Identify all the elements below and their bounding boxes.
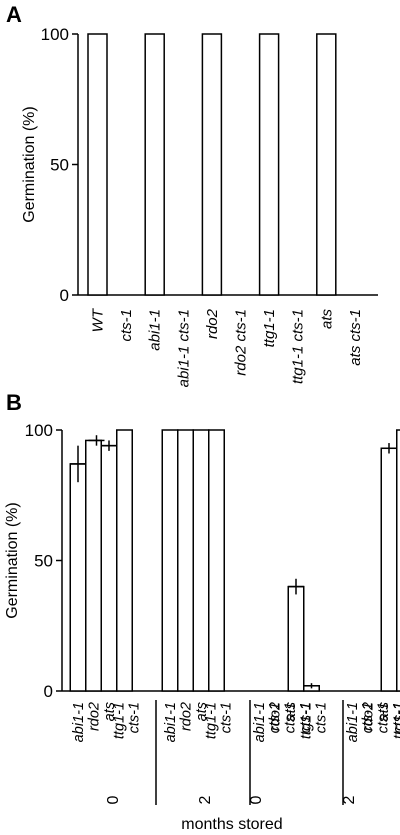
panel-b-y-tick-label: 0: [44, 682, 53, 701]
panel-b-group-label: 2: [197, 795, 214, 804]
panel-a-x-tick-label: ttg1-1 cts-1: [290, 309, 307, 384]
panel-b-x-tick-label: cts-1: [360, 702, 376, 733]
panel-b-x-tick-label: ats: [102, 702, 118, 721]
panel-b-x-tick-label: cts-1: [391, 702, 400, 733]
panel-a-x-tick-label: ats: [318, 309, 335, 330]
panel-b-group-label: 0: [105, 795, 122, 804]
panel-a-bar: [201, 33, 223, 296]
panel-b-bar: [100, 444, 118, 692]
panel-b-x-tick-label: ats: [376, 702, 392, 721]
panel-b-bar: [177, 429, 194, 692]
panel-b-bar: [85, 439, 102, 692]
panel-b-x-tick-label: ttg1-1: [112, 702, 128, 739]
panel-b-x-tick-label: cts-1: [127, 702, 143, 733]
panel-a-bar: [258, 33, 280, 296]
panel-b-x-tick-label: cts-1: [298, 702, 314, 733]
panel-b-x-axis-title: months stored: [181, 816, 282, 833]
panel-a-y-tick-label: 0: [60, 286, 69, 305]
panel-b-group-label: 0: [248, 795, 265, 804]
panel-a-x-tick-label: cts-1: [118, 309, 135, 342]
panel-b-x-tick-label: cts-1: [376, 702, 392, 733]
panel-a-bar: [144, 33, 165, 296]
panel-b-x-tick-label: rdo2: [87, 702, 103, 731]
panel-b-bar: [396, 429, 400, 692]
panel-b-y-tick-label: 100: [25, 421, 53, 440]
panel-b-bar: [380, 447, 398, 692]
panel-a-bar: [316, 33, 337, 296]
panel-b-bar: [116, 429, 133, 692]
panel-b-x-tick-label: ats: [283, 702, 299, 721]
panel-a-y-axis-title: Germination (%): [21, 106, 38, 222]
panel-b-x-tick-label: rdo2: [361, 702, 377, 731]
panel-b-x-tick-label: cts-1: [283, 702, 299, 733]
panel-a-x-tick-label: rdo2: [204, 308, 221, 339]
panel-a-x-tick-label: abi1-1: [147, 309, 164, 351]
panel-b-x-tick-label: abi1-1: [163, 702, 179, 742]
panel-b-bar: [161, 429, 179, 692]
panel-a-letter: A: [6, 2, 22, 27]
panel-a-y-tick-label: 100: [41, 25, 69, 44]
panel-b-y-axis-title: Germination (%): [4, 502, 21, 618]
panel-b-x-tick-label: abi1-1: [252, 702, 268, 742]
panel-a-x-tick-label: rdo2 cts-1: [233, 309, 250, 376]
panel-b-x-tick-label: abi1-1: [71, 702, 87, 742]
panel-b-x-tick-label: cts-1: [267, 702, 283, 733]
panel-b-group-label: 2: [341, 795, 358, 804]
panel-b-bar: [69, 463, 87, 692]
panel-a: A 0 50 100 Germination (%) WT cts-1 abi1-1 abi1-…: [6, 2, 378, 387]
panel-a-x-tick-label: WT: [90, 307, 107, 332]
panel-b-x-tick-label: ats: [194, 702, 210, 721]
panel-a-y-tick-label: 50: [50, 156, 69, 175]
panel-a-bar: [87, 33, 108, 296]
panel-b-y-tick-label: 50: [34, 552, 53, 571]
panel-b-x-tick-label: rdo2: [268, 702, 284, 731]
panel-a-x-tick-label: ttg1-1: [261, 309, 278, 347]
panel-b-letter: B: [6, 390, 22, 415]
panel-b-x-tick-label: ttg1-1: [392, 702, 400, 739]
panel-b-x-tick-label: rdo2: [179, 702, 195, 731]
panel-b-x-tick-label: abi1-1: [345, 702, 361, 742]
panel-b-bar: [208, 429, 225, 692]
panel-b-x-tick-label: ttg1-1: [204, 702, 220, 739]
panel-b-bar: [287, 585, 305, 692]
panel-b-x-tick-label: ttg1-1: [299, 702, 315, 739]
panel-b-x-tick-label: cts-1: [219, 702, 235, 733]
panel-a-x-tick-label: ats cts-1: [347, 309, 364, 366]
panel-a-x-tick-label: abi1-1 cts-1: [175, 309, 192, 387]
panel-b-bar: [192, 429, 210, 692]
panel-b-x-tick-label: cts-1: [314, 702, 330, 733]
